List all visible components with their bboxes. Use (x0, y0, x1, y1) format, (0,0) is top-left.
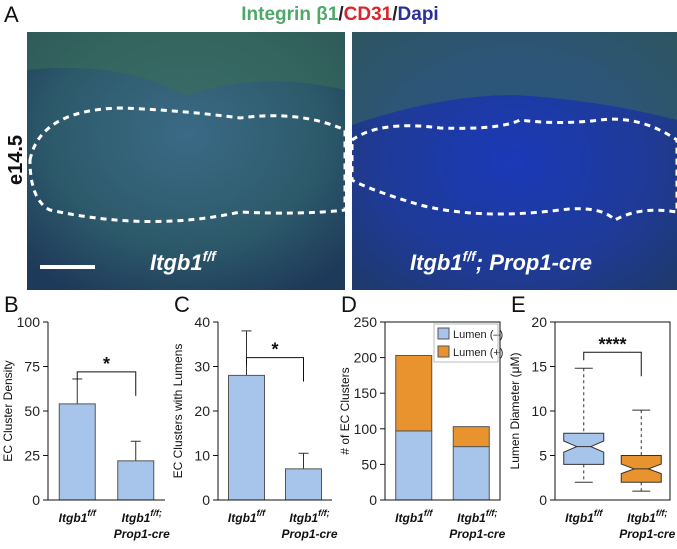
panel-label: C (174, 292, 190, 317)
y-axis-label: # of EC Clusters (338, 367, 352, 454)
label-rest: ; Prop1-cre (476, 250, 592, 275)
bar-segment (395, 430, 433, 501)
label-base: Itgb1 (289, 511, 318, 525)
label-base: Itgb1 (395, 511, 424, 525)
y-tick-label: 10 (194, 448, 210, 464)
legend-label: Lumen (–) (453, 329, 503, 341)
y-tick-label: 20 (531, 314, 547, 330)
label-base: Itgb1 (457, 511, 486, 525)
label-sup: f/f (594, 508, 603, 518)
y-tick-label: 50 (24, 403, 40, 419)
panel-label: D (341, 292, 357, 317)
legend-swatch (437, 327, 450, 340)
significance-bracket (76, 371, 137, 396)
x-tick-label: Itgb1f/f (565, 508, 603, 525)
label-base: Itgb1 (122, 511, 151, 525)
bar (228, 374, 265, 501)
y-tick-label: 75 (24, 359, 40, 375)
significance-label: * (103, 354, 110, 374)
y-tick-label: 20 (194, 403, 210, 419)
panel-label: E (511, 292, 526, 317)
bar (58, 403, 96, 501)
tissue-texture (27, 32, 345, 96)
label-sup: f/f; (150, 508, 162, 518)
y-tick-label: 25 (24, 448, 40, 464)
label-sup: f/f (257, 508, 266, 518)
bar (285, 468, 322, 501)
label-base: Itgb1 (565, 511, 594, 525)
y-tick-label: 0 (539, 492, 547, 508)
x-tick-label: Itgb1f/f; (457, 508, 497, 525)
bar (117, 460, 155, 501)
label-sup: f/f; (318, 508, 330, 518)
y-tick-label: 150 (354, 385, 378, 401)
label-sup: f/f; (656, 508, 668, 518)
y-tick-label: 0 (202, 492, 210, 508)
label-sup: f/f; (486, 508, 498, 518)
bar-segment (452, 446, 490, 501)
y-tick-label: 100 (17, 314, 41, 330)
bar-segment (452, 426, 490, 448)
y-axis-label: Lumen Diameter (μM) (508, 353, 522, 470)
plot-frame (384, 321, 501, 501)
y-tick-label: 0 (32, 492, 40, 508)
significance-label: * (271, 340, 278, 360)
box (563, 432, 605, 465)
panel-label: A (4, 2, 19, 27)
y-tick-label: 40 (194, 314, 210, 330)
genotype-label: Itgb1f/f; Prop1-cre (410, 248, 592, 275)
label-base: Itgb1 (627, 511, 656, 525)
outline-right (350, 117, 677, 222)
label-sup: f/f (424, 508, 433, 518)
title-part: Integrin β1 (241, 4, 339, 25)
plot-frame (554, 321, 671, 501)
x-tick-label: Itgb1f/f; (289, 508, 329, 525)
x-tick-label: Prop1-cre (619, 527, 675, 541)
y-tick-label: 0 (369, 492, 377, 508)
y-tick-label: 5 (539, 448, 547, 464)
legend-box (433, 323, 499, 363)
y-tick-label: 100 (354, 421, 378, 437)
x-tick-label: Prop1-cre (449, 527, 505, 541)
y-tick-label: 250 (354, 314, 378, 330)
x-tick-label: Itgb1f/f; (627, 508, 667, 525)
title-part: / (338, 4, 344, 25)
label-sup: f/f (463, 248, 478, 264)
legend-swatch (437, 345, 450, 358)
significance-bracket (583, 351, 642, 377)
significance-bracket (246, 357, 304, 382)
bar-segment (395, 354, 433, 432)
y-tick-label: 15 (531, 359, 547, 375)
label-base: Itgb1 (410, 250, 463, 275)
label-base: Itgb1 (228, 511, 257, 525)
legend-label: Lumen (+) (453, 347, 503, 359)
x-tick-label: Itgb1f/f (395, 508, 433, 525)
y-tick-label: 10 (531, 403, 547, 419)
x-tick-label: Itgb1f/f (228, 508, 266, 525)
y-tick-label: 30 (194, 359, 210, 375)
title-part: Dapi (398, 4, 439, 25)
x-tick-label: Itgb1f/f (59, 508, 97, 525)
title-part: CD31 (344, 4, 393, 25)
genotype-label: Itgb1f/f (150, 248, 217, 275)
x-tick-label: Itgb1f/f; (122, 508, 162, 525)
image-title: Integrin β1/CD31/Dapi (241, 4, 438, 25)
tissue-texture (352, 32, 677, 125)
y-axis-label: EC Clusters with Lumens (171, 344, 185, 479)
x-tick-label: Prop1-cre (114, 527, 170, 541)
y-tick-label: 50 (361, 456, 377, 472)
label-base: Itgb1 (150, 250, 203, 275)
label-sup: f/f (203, 248, 218, 264)
title-part: / (392, 4, 398, 25)
y-tick-label: 200 (354, 350, 378, 366)
outline-left (28, 106, 347, 223)
panel-label: B (4, 292, 19, 317)
y-axis-label: EC Cluster Density (1, 360, 15, 461)
x-tick-label: Prop1-cre (281, 527, 337, 541)
significance-label: **** (598, 334, 626, 354)
stage-label: e14.5 (5, 135, 27, 185)
label-base: Itgb1 (59, 511, 88, 525)
label-sup: f/f (87, 508, 96, 518)
